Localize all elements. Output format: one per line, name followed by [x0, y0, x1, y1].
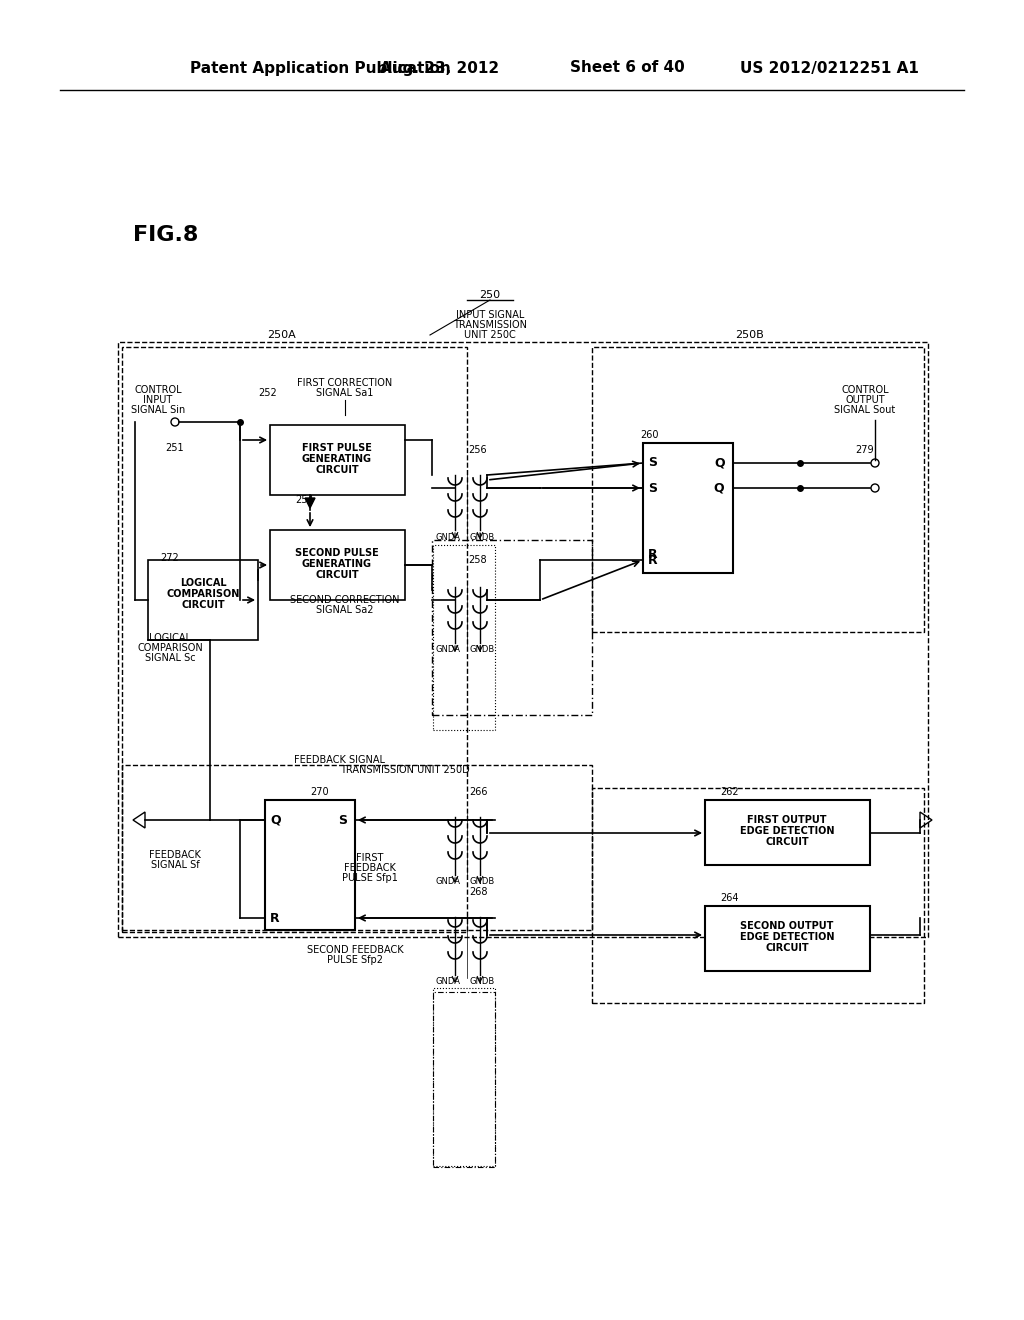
- Text: 264: 264: [720, 894, 738, 903]
- Text: SIGNAL Sa2: SIGNAL Sa2: [316, 605, 374, 615]
- Text: FIRST: FIRST: [356, 853, 384, 863]
- Text: GNDB: GNDB: [469, 533, 495, 543]
- Text: 262: 262: [720, 787, 738, 797]
- Text: INPUT SIGNAL: INPUT SIGNAL: [456, 310, 524, 319]
- Text: SIGNAL Sin: SIGNAL Sin: [131, 405, 185, 414]
- Text: 250A: 250A: [267, 330, 296, 341]
- Text: CIRCUIT: CIRCUIT: [765, 837, 809, 847]
- Text: FEEDBACK SIGNAL: FEEDBACK SIGNAL: [295, 755, 385, 766]
- Text: EDGE DETECTION: EDGE DETECTION: [739, 826, 835, 836]
- Text: SIGNAL Sa1: SIGNAL Sa1: [316, 388, 374, 399]
- Bar: [705, 906, 870, 972]
- Text: GNDB: GNDB: [469, 645, 495, 655]
- Text: SECOND PULSE: SECOND PULSE: [295, 548, 379, 558]
- Bar: [433, 987, 495, 1166]
- Text: SECOND CORRECTION: SECOND CORRECTION: [290, 595, 399, 605]
- Text: S: S: [648, 457, 657, 470]
- Text: 272: 272: [160, 553, 179, 564]
- Text: 256: 256: [469, 445, 487, 455]
- Text: OUTPUT: OUTPUT: [845, 395, 885, 405]
- Text: R: R: [648, 553, 657, 566]
- Text: FIG.8: FIG.8: [133, 224, 199, 246]
- Text: 252: 252: [259, 388, 278, 399]
- Bar: [433, 993, 495, 1167]
- Bar: [270, 425, 406, 495]
- Text: Q: Q: [270, 813, 281, 826]
- Text: GNDB: GNDB: [469, 978, 495, 986]
- Text: CONTROL: CONTROL: [841, 385, 889, 395]
- Text: CONTROL: CONTROL: [134, 385, 182, 395]
- Text: S: S: [648, 482, 657, 495]
- Text: SECOND FEEDBACK: SECOND FEEDBACK: [306, 945, 403, 954]
- Text: FIRST CORRECTION: FIRST CORRECTION: [297, 378, 392, 388]
- Text: R: R: [648, 549, 657, 561]
- Text: GNDA: GNDA: [435, 978, 461, 986]
- Text: 250B: 250B: [735, 330, 764, 341]
- Polygon shape: [305, 498, 315, 508]
- Text: GNDB: GNDB: [469, 878, 495, 887]
- Bar: [592, 788, 924, 1003]
- Text: Aug. 23, 2012: Aug. 23, 2012: [380, 61, 499, 75]
- Text: FIRST PULSE: FIRST PULSE: [302, 444, 372, 453]
- Text: 279: 279: [855, 445, 873, 455]
- Bar: [270, 531, 406, 601]
- Text: EDGE DETECTION: EDGE DETECTION: [739, 932, 835, 942]
- Text: GNDA: GNDA: [435, 645, 461, 655]
- Text: Patent Application Publication: Patent Application Publication: [190, 61, 451, 75]
- Text: S: S: [338, 813, 347, 826]
- Text: TRANSMISSION: TRANSMISSION: [453, 319, 527, 330]
- Text: FEEDBACK: FEEDBACK: [344, 863, 396, 873]
- Text: 268: 268: [469, 887, 487, 898]
- Text: PULSE Sfp2: PULSE Sfp2: [327, 954, 383, 965]
- Text: INPUT: INPUT: [143, 395, 173, 405]
- Bar: [265, 800, 355, 931]
- Text: COMPARISON: COMPARISON: [166, 589, 240, 599]
- Text: UNIT 250C: UNIT 250C: [464, 330, 516, 341]
- Text: FIRST OUTPUT: FIRST OUTPUT: [748, 814, 826, 825]
- Text: 251: 251: [166, 444, 184, 453]
- Text: CIRCUIT: CIRCUIT: [181, 601, 225, 610]
- Text: COMPARISON: COMPARISON: [137, 643, 203, 653]
- Text: FEEDBACK: FEEDBACK: [150, 850, 201, 861]
- Text: 254: 254: [295, 495, 313, 506]
- Text: LOGICAL: LOGICAL: [150, 634, 191, 643]
- Text: SECOND OUTPUT: SECOND OUTPUT: [740, 921, 834, 931]
- Text: GNDA: GNDA: [435, 533, 461, 543]
- Bar: [705, 800, 870, 865]
- Bar: [118, 342, 928, 937]
- Text: 258: 258: [469, 554, 487, 565]
- Text: CIRCUIT: CIRCUIT: [315, 465, 358, 475]
- Text: Sheet 6 of 40: Sheet 6 of 40: [570, 61, 685, 75]
- Text: SIGNAL Sc: SIGNAL Sc: [144, 653, 196, 663]
- Text: 250: 250: [479, 290, 501, 300]
- Text: R: R: [270, 912, 280, 924]
- Bar: [643, 444, 733, 573]
- Text: TRANSMISSION UNIT 250D: TRANSMISSION UNIT 250D: [340, 766, 470, 775]
- Bar: [433, 545, 495, 730]
- Text: GENERATING: GENERATING: [302, 558, 372, 569]
- Bar: [148, 560, 258, 640]
- Text: GNDA: GNDA: [435, 878, 461, 887]
- Bar: [432, 540, 592, 715]
- Text: PULSE Sfp1: PULSE Sfp1: [342, 873, 398, 883]
- Text: Q: Q: [714, 482, 724, 495]
- Text: CIRCUIT: CIRCUIT: [765, 942, 809, 953]
- Text: GENERATING: GENERATING: [302, 454, 372, 465]
- Text: Q: Q: [715, 457, 725, 470]
- Text: US 2012/0212251 A1: US 2012/0212251 A1: [740, 61, 919, 75]
- Text: SIGNAL Sf: SIGNAL Sf: [151, 861, 200, 870]
- Text: SIGNAL Sout: SIGNAL Sout: [835, 405, 896, 414]
- Bar: [592, 347, 924, 632]
- Bar: [122, 766, 592, 931]
- Text: 260: 260: [640, 430, 658, 440]
- Text: 266: 266: [469, 787, 487, 797]
- Bar: [122, 347, 467, 932]
- Text: 270: 270: [310, 787, 329, 797]
- Text: CIRCUIT: CIRCUIT: [315, 570, 358, 579]
- Text: LOGICAL: LOGICAL: [179, 578, 226, 587]
